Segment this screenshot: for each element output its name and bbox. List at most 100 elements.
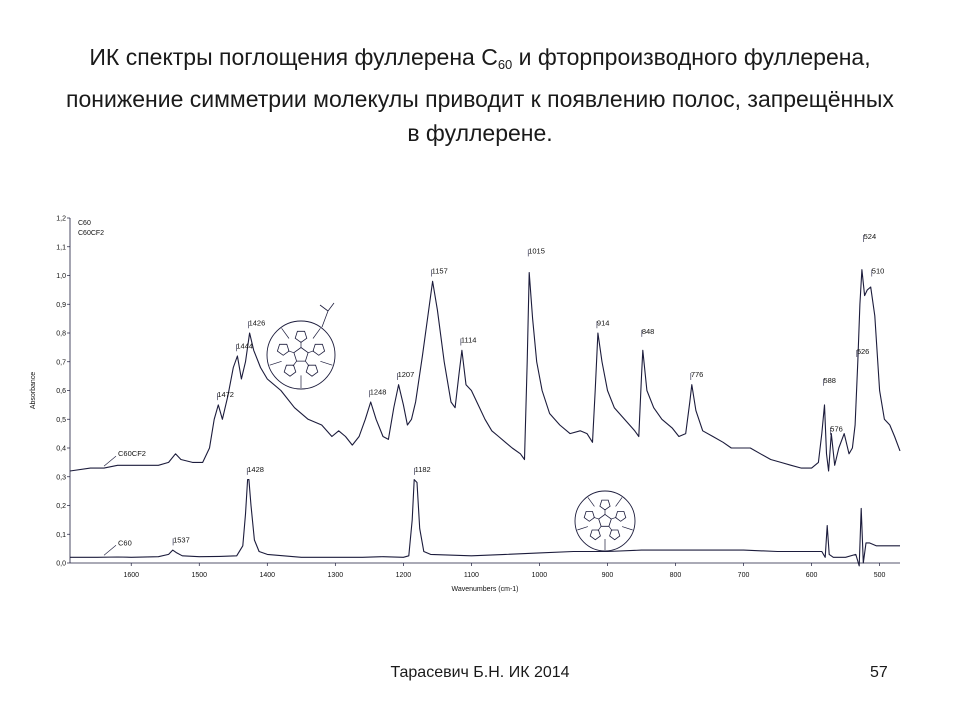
legend-entry: C60CF2 — [78, 230, 104, 237]
x-tick-label: 900 — [602, 572, 614, 579]
cage-bond — [287, 350, 294, 354]
series-line-c60cf2 — [69, 269, 901, 472]
series-label-leader — [103, 545, 117, 556]
y-tick-label: 0,1 — [56, 532, 66, 539]
series-line-c60 — [70, 479, 900, 567]
y-tick-label: 0,8 — [56, 331, 66, 338]
cage-face — [583, 511, 595, 522]
peak-label: 1444 — [236, 341, 253, 350]
x-tick-label: 800 — [670, 572, 682, 579]
cage-bond — [269, 360, 282, 366]
cage-face — [293, 347, 309, 362]
cage-face — [615, 511, 627, 522]
peak-label: 776 — [691, 370, 704, 379]
peak-label: 1426 — [249, 318, 266, 327]
title-part1: ИК спектры поглощения фуллерена С — [89, 44, 498, 70]
y-tick-label: 0,5 — [56, 417, 66, 424]
cage-face — [589, 529, 601, 541]
y-tick-label: 1,1 — [56, 244, 66, 251]
peak-label: 1472 — [217, 390, 234, 399]
y-axis-title: Absorbance — [30, 372, 37, 409]
cage-bond — [308, 350, 315, 354]
x-tick-label: 1600 — [123, 572, 139, 579]
cage-outline — [574, 490, 636, 552]
cage-bond — [305, 360, 310, 367]
cf2-bond — [321, 310, 329, 328]
cage-face — [283, 364, 297, 377]
series-label-c60cf2: C60CF2 — [118, 449, 146, 458]
y-tick-label: 0,6 — [56, 388, 66, 395]
cage-face — [599, 499, 611, 511]
x-tick-label: 500 — [874, 572, 886, 579]
molecule-drawings — [266, 302, 636, 552]
cage-bond — [622, 526, 633, 531]
x-tick-label: 1300 — [328, 572, 344, 579]
y-axis: 0,0 0,1 0,2 0,3 0,4 0,5 0,6 0,7 0,8 0,9 1,0 1,1 1,2 A… — [30, 216, 70, 568]
cage-face — [598, 513, 612, 527]
cage-face — [609, 529, 621, 541]
cage-face — [294, 330, 308, 343]
x-axis: 1600 1500 1400 1300 1200 1100 1000 900 800 700 600… — [123, 563, 886, 593]
footer-author: Тарасевич Б.Н. ИК 2014 — [390, 664, 570, 681]
legend: C60 C60CF2 — [78, 220, 104, 237]
cage-outline — [266, 320, 336, 390]
peak-label: 576 — [830, 425, 843, 434]
y-tick-label: 0,0 — [56, 561, 66, 568]
x-axis-title: Wavenumbers (cm-1) — [451, 586, 518, 593]
cage-face — [305, 364, 319, 377]
peak-label: 510 — [872, 267, 885, 276]
title-part2: и фторпроизводного фуллерена, понижение … — [66, 44, 894, 146]
x-tick-label: 700 — [738, 572, 750, 579]
cage-face — [312, 343, 326, 356]
peak-label: 848 — [642, 327, 655, 336]
cage-bond — [608, 526, 613, 531]
x-tick-label: 1400 — [260, 572, 276, 579]
series-layer: C60 C60CF2 — [69, 269, 901, 567]
cage-bond — [577, 526, 588, 531]
y-tick-label: 0,3 — [56, 474, 66, 481]
y-tick-label: 0,9 — [56, 302, 66, 309]
annotation-layer: 1537 1428 1182 1472 1444 1426 1248 1207 1157 1114… — [172, 232, 885, 546]
y-tick-label: 1,2 — [56, 216, 66, 223]
peak-label: 1428 — [247, 465, 264, 474]
cage-bond — [281, 328, 290, 339]
y-tick-label: 0,7 — [56, 359, 66, 366]
peak-label: 524 — [864, 232, 877, 241]
cage-bond — [597, 526, 602, 531]
peak-label: 1537 — [173, 535, 190, 544]
cage-face — [276, 343, 290, 356]
c60-molecule — [574, 490, 636, 552]
cf2-bond — [319, 304, 329, 312]
x-tick-label: 1000 — [532, 572, 548, 579]
peak-label: 1207 — [398, 370, 415, 379]
cage-bond — [611, 516, 617, 520]
legend-entry: C60 — [78, 220, 91, 227]
chart-frame — [69, 218, 900, 564]
peak-label: 1182 — [415, 465, 431, 474]
cage-bond — [587, 497, 595, 507]
fluorofullerene-molecule — [266, 320, 336, 390]
peak-label: 1114 — [461, 336, 477, 345]
y-tick-label: 0,2 — [56, 503, 66, 510]
peak-label: 1157 — [432, 267, 448, 276]
page-number: 57 — [870, 664, 888, 681]
y-tick-label: 0,4 — [56, 446, 66, 453]
cage-bond — [320, 360, 333, 366]
cage-bond — [292, 360, 297, 367]
x-tick-label: 600 — [806, 572, 818, 579]
title-subscript: 60 — [497, 57, 513, 72]
y-tick-label: 1,0 — [56, 273, 66, 280]
peak-label: 588 — [823, 376, 836, 385]
series-label-c60: C60 — [118, 538, 132, 547]
cf2-bond — [327, 302, 335, 312]
cage-bond — [615, 497, 623, 507]
peak-label: 914 — [597, 318, 610, 327]
x-tick-label: 1500 — [191, 572, 207, 579]
slide-title: ИК спектры поглощения фуллерена С60 и фт… — [60, 40, 900, 150]
peak-label: 526 — [857, 347, 870, 356]
ir-spectrum-chart: 0,0 0,1 0,2 0,3 0,4 0,5 0,6 0,7 0,8 0,9 1,0 1,1 1,2 A… — [30, 216, 901, 593]
cage-bond — [593, 516, 599, 520]
x-tick-label: 1200 — [396, 572, 412, 579]
series-label-leader — [103, 455, 117, 467]
peak-label: 1248 — [370, 387, 387, 396]
